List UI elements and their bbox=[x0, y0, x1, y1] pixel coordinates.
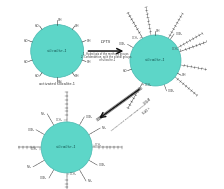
Text: OCH$_3$: OCH$_3$ bbox=[98, 161, 107, 169]
Text: NH$_2$: NH$_2$ bbox=[101, 124, 108, 132]
Circle shape bbox=[130, 35, 181, 86]
Circle shape bbox=[41, 122, 92, 173]
Text: OH: OH bbox=[75, 74, 80, 78]
Text: silicalite-1: silicalite-1 bbox=[145, 58, 166, 63]
Text: OH: OH bbox=[86, 60, 91, 64]
Text: activated silicalite-1: activated silicalite-1 bbox=[39, 82, 75, 86]
Text: OCH$_3$: OCH$_3$ bbox=[39, 174, 48, 182]
Text: 2. Condensation  with the silanol groups: 2. Condensation with the silanol groups bbox=[81, 55, 131, 59]
Text: OH: OH bbox=[182, 73, 186, 77]
Text: OCH$_3$: OCH$_3$ bbox=[118, 40, 127, 48]
Text: OCH$_3$: OCH$_3$ bbox=[167, 87, 176, 95]
Text: OCH$_3$: OCH$_3$ bbox=[175, 30, 184, 38]
Text: NH$_2$: NH$_2$ bbox=[40, 110, 47, 118]
Text: OH: OH bbox=[156, 29, 161, 33]
Text: OH: OH bbox=[86, 39, 91, 43]
Text: NH$_2$: NH$_2$ bbox=[87, 177, 93, 185]
Text: HO: HO bbox=[23, 60, 28, 64]
Text: OCH$_3$: OCH$_3$ bbox=[94, 141, 103, 149]
Text: OCH$_3$: OCH$_3$ bbox=[144, 81, 153, 89]
Text: HO: HO bbox=[123, 69, 127, 73]
Text: + condensation with the silanol groups: + condensation with the silanol groups bbox=[110, 100, 148, 130]
Text: APTES: APTES bbox=[140, 95, 149, 104]
Text: of silicalite-1: of silicalite-1 bbox=[97, 58, 115, 62]
Text: HO: HO bbox=[34, 24, 39, 28]
Text: NH$_2$: NH$_2$ bbox=[26, 163, 32, 171]
Text: 1. Hydrolysis of the methoxy groups: 1. Hydrolysis of the methoxy groups bbox=[83, 52, 129, 56]
Text: OCH$_3$: OCH$_3$ bbox=[171, 45, 179, 53]
Text: silicalite-1: silicalite-1 bbox=[47, 49, 68, 53]
Text: OCH$_3$: OCH$_3$ bbox=[85, 113, 94, 121]
Text: silicalite-1: silicalite-1 bbox=[56, 145, 77, 149]
Text: OCH$_3$: OCH$_3$ bbox=[69, 171, 78, 178]
Text: + DPTS: + DPTS bbox=[140, 105, 149, 113]
Text: OCH$_3$: OCH$_3$ bbox=[30, 146, 39, 153]
Text: OCH$_3$: OCH$_3$ bbox=[55, 117, 64, 124]
Text: DPTS: DPTS bbox=[101, 40, 111, 44]
Text: OH: OH bbox=[58, 80, 62, 84]
Text: HO: HO bbox=[34, 74, 39, 78]
Text: OH: OH bbox=[58, 18, 62, 22]
Circle shape bbox=[31, 25, 84, 77]
Text: OH: OH bbox=[75, 24, 80, 28]
Text: HO: HO bbox=[23, 39, 28, 43]
Text: OCH$_3$: OCH$_3$ bbox=[131, 34, 139, 42]
Text: OCH$_3$: OCH$_3$ bbox=[26, 126, 35, 134]
